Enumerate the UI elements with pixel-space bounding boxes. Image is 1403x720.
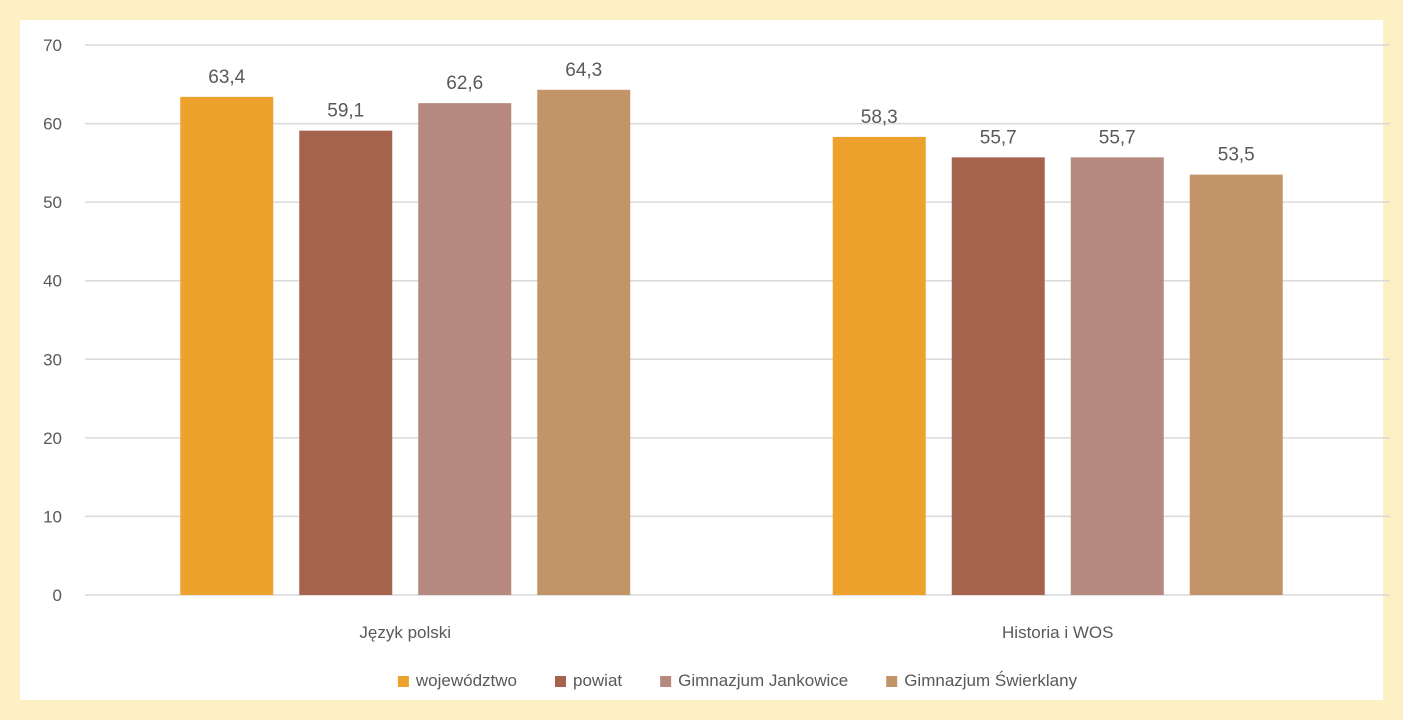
legend-swatch: [660, 676, 672, 687]
y-tick-label: 70: [43, 36, 62, 55]
y-tick-label: 50: [43, 193, 62, 212]
bar: [537, 89, 631, 596]
bar: [299, 130, 393, 595]
legend-label: powiat: [573, 671, 622, 690]
legend-label: Gimnazjum Świerklany: [904, 671, 1077, 690]
y-tick-label: 0: [53, 586, 62, 605]
data-label: 64,3: [565, 60, 602, 81]
data-labels: 63,4 59,1 62,6 64,3 58,3 55,7 55,7 53,5: [208, 60, 1254, 166]
legend-swatch: [397, 676, 409, 687]
y-tick-label: 40: [43, 272, 62, 291]
bar: [832, 136, 926, 595]
bar: [180, 96, 274, 595]
category-labels: Język polski Historia i WOS: [359, 623, 1113, 642]
category-label: Historia i WOS: [1002, 623, 1113, 642]
category-label: Język polski: [359, 623, 451, 642]
bar: [1070, 157, 1164, 595]
y-tick-label: 60: [43, 115, 62, 134]
legend-swatch: [555, 676, 567, 687]
legend-label: województwo: [415, 671, 517, 690]
data-label: 53,5: [1218, 145, 1255, 166]
legend-label: Gimnazjum Jankowice: [678, 671, 848, 690]
data-label: 59,1: [327, 101, 364, 122]
data-label: 55,7: [980, 127, 1017, 148]
legend: województwo powiat Gimnazjum Jankowice Gimn…: [397, 671, 1078, 690]
legend-swatch: [886, 676, 898, 687]
data-label: 58,3: [861, 107, 898, 128]
bars: [180, 89, 1283, 596]
data-label: 63,4: [208, 67, 245, 88]
y-tick-label: 30: [43, 350, 62, 369]
bar: [1189, 174, 1283, 595]
bar: [418, 103, 512, 596]
data-label: 62,6: [446, 73, 483, 94]
y-tick-label: 20: [43, 429, 62, 448]
y-axis-ticks: 0 10 20 30 40 50 60 70: [43, 36, 62, 605]
data-label: 55,7: [1099, 127, 1136, 148]
bar: [951, 157, 1045, 595]
y-tick-label: 10: [43, 507, 62, 526]
